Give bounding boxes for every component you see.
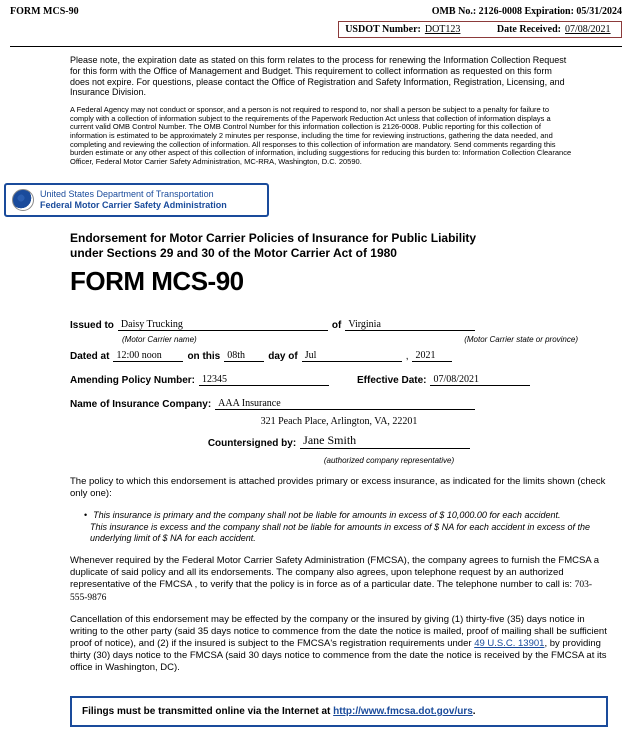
counter-value: Jane Smith — [300, 433, 470, 449]
agency-line1: United States Department of Transportati… — [40, 189, 227, 200]
counter-label: Countersigned by: — [208, 438, 296, 449]
usdot-label: USDOT Number: — [345, 24, 421, 35]
issued-to-row: Issued to Daisy Trucking of Virginia — [70, 319, 608, 331]
year-value: 2021 — [412, 350, 452, 362]
excess-text-b: for each accident in excess of the — [456, 522, 590, 532]
filings-url-link[interactable]: http://www.fmcsa.dot.gov/urs — [333, 706, 473, 717]
header-divider — [10, 46, 622, 47]
agency-line2: Federal Motor Carrier Safety Administrat… — [40, 200, 227, 211]
state-sub: (Motor Carrier state or province) — [464, 335, 578, 344]
form-title: FORM MCS-90 — [70, 266, 608, 297]
primary-text-b: for each accident. — [489, 510, 560, 520]
day-of-label: day of — [268, 351, 297, 362]
of-label: of — [332, 320, 341, 331]
month-value: Jul — [302, 350, 402, 362]
usc-link[interactable]: 49 U.S.C. 13901 — [474, 638, 544, 649]
ins-name-value: AAA Insurance — [215, 398, 475, 410]
counter-row: Countersigned by: Jane Smith — [70, 433, 608, 449]
dated-row: Dated at 12:00 noon on this 08th day of … — [70, 350, 608, 362]
on-this-label: on this — [187, 351, 220, 362]
omb-expiration: OMB No.: 2126-0008 Expiration: 05/31/202… — [432, 6, 622, 17]
agency-box: United States Department of Transportati… — [4, 183, 269, 217]
ins-name-row: Name of Insurance Company: AAA Insurance — [70, 398, 608, 410]
policy-lead: The policy to which this endorsement is … — [70, 476, 608, 500]
filings-period: . — [473, 706, 476, 717]
date-received-label: Date Received: — [497, 24, 561, 35]
bullet-icon: • — [84, 510, 87, 520]
excess-amount: NA — [442, 522, 454, 532]
usdot-date-box: USDOT Number: DOT123 Date Received: 07/0… — [338, 21, 622, 38]
endorsement-heading-1: Endorsement for Motor Carrier Policies o… — [70, 231, 608, 247]
excess-amount2: NA — [170, 533, 182, 543]
counter-sub: (authorized company representative) — [324, 456, 454, 465]
telephone-paragraph: Whenever required by the Federal Motor C… — [70, 555, 608, 605]
para1-text: Whenever required by the Federal Motor C… — [70, 555, 599, 590]
primary-amount: 10,000.00 — [447, 510, 487, 520]
form-code: FORM MCS-90 — [10, 6, 79, 17]
filings-text: Filings must be transmitted online via t… — [82, 706, 333, 717]
effdate-label: Effective Date: — [357, 375, 426, 386]
excess-text-a: This insurance is excess and the company… — [90, 522, 439, 532]
policy-label: Amending Policy Number: — [70, 375, 195, 386]
policy-value: 12345 — [199, 374, 329, 386]
primary-text-a: This insurance is primary and the compan… — [93, 510, 444, 520]
dated-at-value: 12:00 noon — [113, 350, 183, 362]
policy-row: Amending Policy Number: 12345 Effective … — [70, 374, 608, 386]
usdot-value: DOT123 — [425, 24, 475, 35]
primary-bullet: • This insurance is primary and the comp… — [84, 510, 608, 520]
intro-paragraph-2: A Federal Agency may not conduct or spon… — [70, 106, 572, 166]
filings-box: Filings must be transmitted online via t… — [70, 696, 608, 727]
issued-to-value: Daisy Trucking — [118, 319, 328, 331]
issued-to-label: Issued to — [70, 320, 114, 331]
effdate-value: 07/08/2021 — [430, 374, 530, 386]
ins-name-label: Name of Insurance Company: — [70, 399, 211, 410]
excess-text-c: underlying limit of $ — [90, 533, 168, 543]
ins-addr: 321 Peach Place, Arlington, VA, 22201 — [70, 416, 608, 427]
endorsement-heading-2: under Sections 29 and 30 of the Motor Ca… — [70, 246, 608, 262]
excess-block: This insurance is excess and the company… — [90, 522, 608, 545]
excess-text-d: for each accident. — [185, 533, 256, 543]
issued-to-sub: (Motor Carrier name) — [122, 335, 197, 344]
cancellation-paragraph: Cancellation of this endorsement may be … — [70, 614, 608, 673]
day-value: 08th — [224, 350, 264, 362]
date-received-value: 07/08/2021 — [565, 24, 615, 35]
state-value: Virginia — [345, 319, 475, 331]
dated-at-label: Dated at — [70, 351, 109, 362]
dot-seal-icon — [12, 189, 34, 211]
intro-paragraph-1: Please note, the expiration date as stat… — [70, 55, 572, 98]
